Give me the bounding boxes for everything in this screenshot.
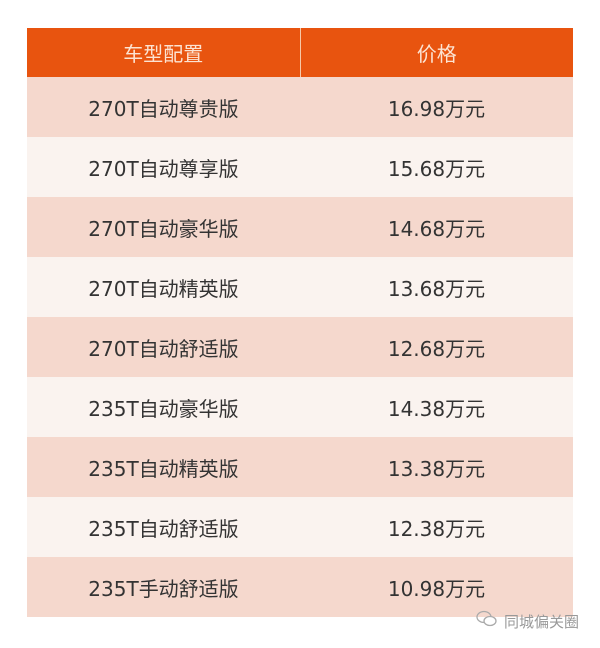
cell-price: 13.68万元	[387, 276, 486, 301]
cell-config: 270T自动豪华版	[88, 216, 239, 241]
cell-price: 15.68万元	[387, 156, 486, 181]
watermark-text: 同城偏关圈	[504, 612, 580, 631]
table-row: 235T自动豪华版 14.38万元	[27, 377, 573, 437]
header-config: 车型配置	[27, 28, 301, 77]
table-row: 235T自动舒适版 12.38万元	[27, 497, 573, 557]
cell-config: 270T自动精英版	[88, 276, 239, 301]
cell-price: 14.68万元	[387, 216, 486, 241]
table-row: 270T自动舒适版 12.68万元	[27, 317, 573, 377]
table-row: 270T自动豪华版 14.68万元	[27, 197, 573, 257]
header-price: 价格	[416, 42, 457, 66]
cell-config: 235T自动舒适版	[88, 516, 239, 541]
table-row: 235T手动舒适版 10.98万元	[27, 557, 573, 617]
table-row: 270T自动尊享版 15.68万元	[27, 137, 573, 197]
watermark: 同城偏关圈	[476, 610, 579, 632]
cell-config: 270T自动舒适版	[88, 336, 239, 361]
cell-price: 13.38万元	[387, 456, 486, 481]
price-table: 车型配置 价格 270T自动尊贵版 16.98万元 270T自动尊享版 15.68万元…	[27, 28, 573, 617]
cell-price: 10.98万元	[387, 576, 486, 601]
cell-price: 14.38万元	[387, 396, 486, 421]
cell-price: 12.68万元	[387, 336, 486, 361]
table-row: 270T自动精英版 13.68万元	[27, 257, 573, 317]
cell-config: 270T自动尊贵版	[88, 96, 239, 121]
table-row: 235T自动精英版 13.38万元	[27, 437, 573, 497]
cell-config: 235T自动精英版	[88, 456, 239, 481]
cell-config: 235T手动舒适版	[88, 576, 239, 601]
wechat-icon	[476, 610, 498, 632]
cell-price: 12.38万元	[387, 516, 486, 541]
table-row: 270T自动尊贵版 16.98万元	[27, 77, 573, 137]
table-header: 车型配置 价格	[27, 28, 573, 77]
cell-config: 270T自动尊享版	[88, 156, 239, 181]
cell-config: 235T自动豪华版	[88, 396, 239, 421]
cell-price: 16.98万元	[387, 96, 486, 121]
